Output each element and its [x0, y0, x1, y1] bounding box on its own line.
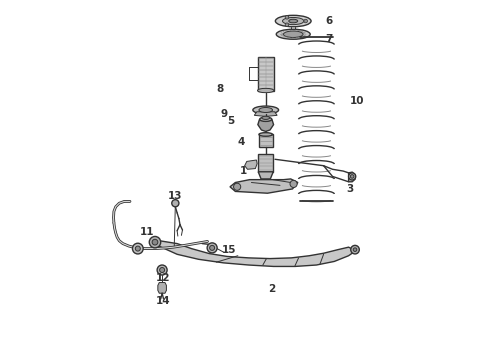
Circle shape [172, 200, 179, 207]
Ellipse shape [258, 88, 274, 93]
Ellipse shape [275, 15, 311, 27]
Circle shape [304, 19, 308, 23]
Circle shape [132, 243, 143, 254]
Text: 7: 7 [325, 34, 333, 44]
Circle shape [350, 175, 354, 178]
Ellipse shape [253, 106, 279, 114]
Ellipse shape [260, 117, 272, 121]
Circle shape [157, 265, 167, 275]
Bar [258, 57, 274, 90]
Text: 4: 4 [238, 138, 245, 148]
Bar [259, 134, 272, 147]
Text: 13: 13 [168, 191, 183, 201]
Ellipse shape [289, 19, 298, 23]
Text: 6: 6 [325, 16, 333, 26]
Polygon shape [158, 283, 167, 293]
Polygon shape [258, 172, 273, 179]
Polygon shape [254, 112, 277, 116]
Text: 8: 8 [217, 84, 223, 94]
Text: 1: 1 [240, 166, 247, 176]
Circle shape [353, 248, 357, 251]
Text: 12: 12 [156, 273, 170, 283]
Circle shape [160, 267, 165, 273]
Circle shape [285, 23, 289, 27]
Ellipse shape [262, 116, 270, 120]
Text: 5: 5 [227, 116, 234, 126]
Text: 15: 15 [221, 245, 236, 255]
Text: 10: 10 [350, 96, 365, 107]
Polygon shape [348, 172, 355, 182]
Ellipse shape [283, 18, 304, 24]
Circle shape [149, 237, 161, 248]
Circle shape [348, 173, 356, 180]
Polygon shape [155, 240, 356, 266]
Circle shape [285, 15, 289, 19]
Circle shape [210, 246, 215, 250]
Text: 2: 2 [268, 284, 275, 294]
Polygon shape [258, 120, 273, 131]
Circle shape [351, 246, 359, 254]
Text: 11: 11 [140, 227, 154, 237]
Text: 3: 3 [347, 184, 354, 194]
Circle shape [152, 239, 158, 245]
Ellipse shape [283, 31, 303, 37]
Ellipse shape [276, 29, 310, 39]
Circle shape [135, 246, 140, 251]
Polygon shape [245, 160, 257, 169]
Text: 9: 9 [220, 109, 227, 119]
Circle shape [290, 180, 297, 188]
Bar [258, 154, 273, 172]
Ellipse shape [259, 133, 272, 136]
Polygon shape [230, 179, 298, 193]
Circle shape [234, 183, 241, 190]
Circle shape [207, 243, 217, 253]
Ellipse shape [259, 108, 272, 112]
Text: 14: 14 [155, 296, 170, 306]
